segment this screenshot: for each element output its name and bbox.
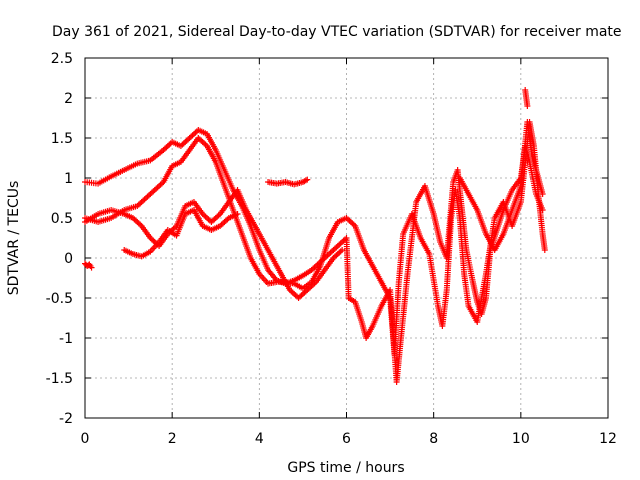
axes: 0 2 4 6 8 10 12 -2 -1.5 -1 -0.5 0 0.5 1 1.5 2 2.5: [46, 51, 617, 447]
y-tick-label: 1: [64, 171, 73, 187]
x-tick-label: 12: [599, 431, 617, 447]
data-point: [339, 247, 346, 253]
data-points: [82, 87, 548, 385]
x-tick-label: 4: [255, 431, 264, 447]
data-point: [88, 264, 95, 271]
x-tick-label: 8: [429, 431, 438, 447]
chart-title: Day 361 of 2021, Sidereal Day-to-day VTE…: [52, 24, 622, 40]
y-tick-label: 1.5: [51, 131, 73, 147]
y-tick-label: 0: [64, 251, 73, 267]
x-tick-label: 10: [512, 431, 530, 447]
x-tick-label: 2: [168, 431, 177, 447]
y-tick-label: -2: [59, 411, 73, 427]
y-tick-label: -0.5: [46, 291, 73, 307]
data-point: [524, 103, 531, 109]
y-tick-label: 0.5: [51, 211, 73, 227]
x-axis-label: GPS time / hours: [287, 460, 404, 476]
y-tick-label: -1: [59, 331, 73, 347]
data-point: [541, 247, 548, 253]
y-tick-label: -1.5: [46, 371, 73, 387]
y-tick-label: 2: [64, 91, 73, 107]
data-point: [539, 191, 546, 197]
y-tick-label: 2.5: [51, 51, 73, 67]
data-point: [234, 211, 241, 217]
x-tick-label: 6: [342, 431, 351, 447]
y-axis-label: SDTVAR / TECUs: [6, 181, 22, 296]
x-tick-label: 0: [81, 431, 90, 447]
data-point: [304, 176, 311, 183]
